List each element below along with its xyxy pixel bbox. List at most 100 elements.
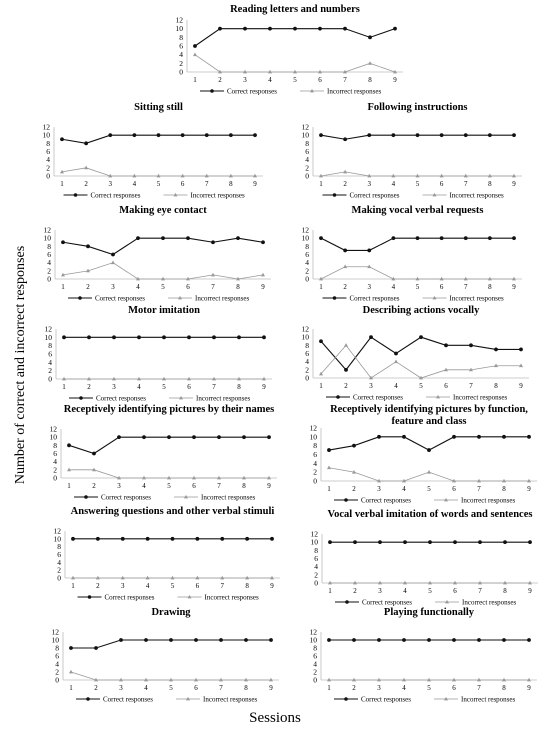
correct-point bbox=[132, 133, 137, 138]
incorrect-point bbox=[212, 376, 216, 381]
incorrect-point bbox=[170, 575, 175, 580]
correct-point bbox=[237, 335, 241, 340]
incorrect-point bbox=[402, 677, 406, 682]
x-tick-label: 8 bbox=[236, 283, 240, 291]
panel-title: Describing actions vocally bbox=[363, 305, 480, 316]
correct-point bbox=[243, 26, 247, 31]
correct-point bbox=[343, 137, 348, 142]
incorrect-point bbox=[502, 677, 506, 682]
x-tick-label: 3 bbox=[243, 76, 247, 84]
x-tick-label: 5 bbox=[427, 684, 431, 692]
correct-point bbox=[327, 448, 331, 452]
correct-point bbox=[477, 434, 481, 439]
x-tick-label: 2 bbox=[96, 582, 100, 590]
x-tick-label: 2 bbox=[92, 482, 96, 490]
correct-point bbox=[293, 26, 297, 31]
incorrect-point bbox=[353, 580, 357, 585]
x-tick-label: 6 bbox=[453, 587, 457, 595]
incorrect-point bbox=[162, 376, 166, 381]
x-tick-label: 4 bbox=[394, 382, 398, 390]
y-tick-label: 8 bbox=[47, 242, 51, 251]
correct-point bbox=[253, 133, 257, 138]
legend-correct-marker bbox=[332, 193, 337, 197]
y-tick-label: 12 bbox=[54, 527, 62, 536]
incorrect-point bbox=[293, 69, 297, 74]
y-tick-label: 8 bbox=[46, 139, 50, 148]
y-tick-label: 2 bbox=[48, 366, 52, 375]
incorrect-point bbox=[236, 276, 240, 281]
incorrect-point bbox=[117, 475, 121, 480]
incorrect-point bbox=[453, 580, 457, 585]
correct-point bbox=[211, 240, 215, 245]
correct-point bbox=[327, 638, 331, 642]
legend-incorrect-label: Incorrect responses bbox=[205, 594, 260, 602]
x-tick-label: 3 bbox=[121, 582, 125, 590]
panel-title: Receptively identifying pictures by func… bbox=[330, 404, 528, 415]
legend-correct-label: Correct responses bbox=[101, 494, 151, 502]
x-tick-label: 4 bbox=[392, 180, 396, 188]
y-tick-label: 8 bbox=[305, 341, 309, 350]
correct-point bbox=[463, 133, 468, 138]
correct-point bbox=[328, 540, 332, 545]
correct-point bbox=[142, 435, 146, 440]
correct-series-line bbox=[328, 436, 529, 451]
legend-correct-label: Correct responses bbox=[105, 594, 155, 602]
correct-point bbox=[378, 540, 382, 545]
legend-incorrect-label: Incorrect responses bbox=[450, 295, 505, 303]
correct-point bbox=[144, 638, 148, 642]
panel-title: Answering questions and other verbal sti… bbox=[71, 506, 275, 517]
incorrect-point bbox=[327, 465, 331, 470]
legend-incorrect-label: Incorrect responses bbox=[196, 395, 251, 403]
x-tick-label: 3 bbox=[111, 283, 115, 291]
correct-point bbox=[368, 35, 372, 40]
correct-point bbox=[261, 240, 265, 245]
x-tick-label: 1 bbox=[60, 180, 64, 188]
correct-point bbox=[377, 638, 381, 642]
incorrect-point bbox=[211, 272, 215, 277]
correct-point bbox=[452, 638, 456, 642]
x-tick-label: 8 bbox=[502, 485, 506, 493]
x-tick-label: 5 bbox=[416, 180, 420, 188]
panel-title: Drawing bbox=[151, 607, 191, 618]
correct-point bbox=[270, 536, 274, 541]
incorrect-point bbox=[119, 677, 123, 682]
x-tick-label: 1 bbox=[61, 283, 65, 291]
incorrect-point bbox=[503, 580, 507, 585]
incorrect-point bbox=[528, 580, 532, 585]
y-tick-label: 4 bbox=[305, 357, 309, 366]
incorrect-point bbox=[487, 276, 492, 281]
panel-9: Receptively identifying pictures by func… bbox=[310, 404, 537, 505]
correct-point bbox=[343, 248, 348, 253]
y-tick-label: 4 bbox=[313, 660, 317, 669]
correct-point bbox=[377, 434, 381, 439]
x-tick-label: 9 bbox=[512, 283, 516, 291]
y-tick-label: 10 bbox=[54, 534, 62, 543]
incorrect-point bbox=[377, 478, 381, 483]
incorrect-point bbox=[319, 371, 323, 376]
x-tick-label: 8 bbox=[242, 482, 246, 490]
incorrect-point bbox=[369, 375, 373, 380]
global-y-axis-label: Number of correct and incorrect response… bbox=[13, 246, 28, 484]
incorrect-point bbox=[186, 276, 190, 281]
legend-incorrect-label: Incorrect responses bbox=[191, 192, 246, 200]
x-tick-label: 2 bbox=[343, 283, 347, 291]
correct-point bbox=[503, 540, 507, 545]
correct-point bbox=[219, 638, 223, 642]
x-tick-label: 9 bbox=[512, 180, 516, 188]
x-tick-label: 1 bbox=[328, 587, 332, 595]
x-tick-label: 3 bbox=[112, 383, 116, 391]
correct-point bbox=[478, 540, 482, 545]
incorrect-point bbox=[415, 173, 420, 178]
x-tick-label: 7 bbox=[212, 383, 216, 391]
correct-point bbox=[87, 335, 91, 340]
legend-correct-marker bbox=[332, 296, 337, 300]
incorrect-point bbox=[137, 376, 141, 381]
incorrect-point bbox=[477, 677, 481, 682]
x-tick-label: 1 bbox=[319, 382, 323, 390]
y-tick-label: 4 bbox=[305, 258, 309, 267]
y-tick-label: 8 bbox=[305, 139, 309, 148]
correct-point bbox=[502, 434, 506, 439]
correct-series-line bbox=[194, 28, 396, 47]
